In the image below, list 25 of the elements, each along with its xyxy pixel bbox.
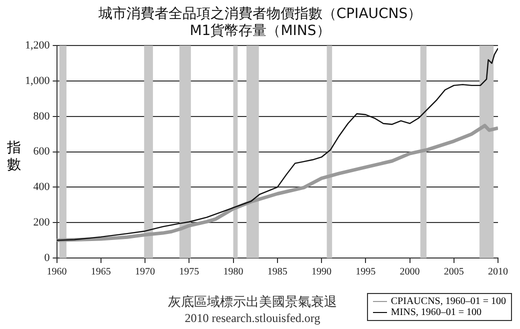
y-tick-label: 1,200 bbox=[25, 39, 50, 52]
x-tick-label: 1985 bbox=[267, 266, 288, 278]
text: 灰底區域標示出美國景氣衰退 bbox=[167, 294, 338, 311]
x-tick-label: 1970 bbox=[135, 266, 155, 278]
x-tick-label: 1995 bbox=[356, 266, 376, 278]
chart-title: 城市消費者全品項之消費者物價指數（CPIAUCNS） bbox=[97, 6, 422, 22]
y-tick-label: 600 bbox=[33, 146, 50, 158]
x-tick-label: 1975 bbox=[179, 266, 200, 278]
x-tick-label: 1980 bbox=[223, 266, 244, 278]
x-tick-label: 2010 bbox=[488, 266, 508, 278]
legend-label: MINS, 1960–01 = 100 bbox=[390, 307, 482, 318]
y-tick-label: 0 bbox=[44, 252, 50, 264]
y-axis-title: 指數 bbox=[6, 140, 22, 174]
x-tick-label: 1960 bbox=[46, 266, 67, 278]
y-tick-label: 1,000 bbox=[25, 74, 50, 87]
x-tick-label: 2000 bbox=[400, 266, 420, 278]
legend-label: CPIAUCNS, 1960–01 = 100 bbox=[390, 296, 506, 307]
text: 2010 research.stlouisfed.org bbox=[184, 311, 322, 326]
y-tick-label: 400 bbox=[33, 181, 50, 194]
y-tick-label: 200 bbox=[33, 216, 50, 228]
chart-subtitle: M1貨幣存量（MINS） bbox=[190, 22, 330, 39]
y-tick-label: 800 bbox=[33, 110, 50, 122]
x-tick-label: 1990 bbox=[312, 266, 332, 278]
x-tick-label: 2005 bbox=[444, 266, 464, 278]
x-tick-label: 1965 bbox=[90, 266, 111, 278]
